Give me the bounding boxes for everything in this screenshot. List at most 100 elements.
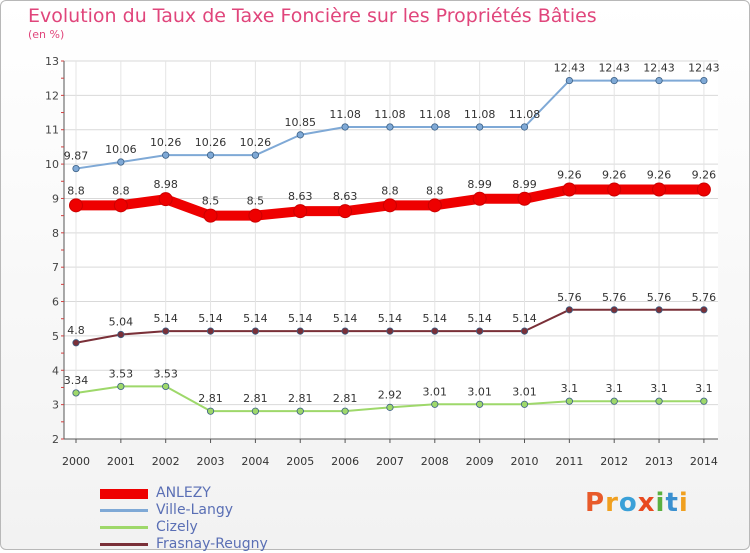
data-label-ville-langy-2003: 10.26	[195, 136, 227, 149]
point-cizely-2007	[386, 403, 394, 411]
point-anlezy-2013	[652, 182, 667, 197]
data-label-frasnay-reugny-2011: 5.76	[557, 291, 582, 304]
data-label-frasnay-reugny-2009: 5.14	[467, 312, 492, 325]
data-label-cizely-2001: 3.53	[109, 367, 134, 380]
y-tick-label-12: 12	[45, 89, 59, 102]
data-label-cizely-2007: 2.92	[378, 388, 403, 401]
logo-letter: x	[637, 488, 656, 518]
point-anlezy-2008	[427, 198, 442, 213]
logo-letter: t	[665, 488, 679, 518]
point-ville-langy-2013	[655, 76, 663, 85]
point-cizely-2010	[520, 400, 529, 408]
data-label-anlezy-2006: 8.63	[333, 190, 358, 203]
data-label-frasnay-reugny-2007: 5.14	[378, 312, 403, 325]
y-tick-label-10: 10	[45, 158, 59, 171]
data-label-ville-langy-2014: 12.43	[688, 62, 720, 75]
x-tick-label-2012: 2012	[600, 455, 628, 468]
data-label-frasnay-reugny-2008: 5.14	[423, 312, 448, 325]
legend-swatch-cizely	[100, 526, 148, 529]
y-tick-label-4: 4	[52, 364, 59, 377]
data-label-cizely-2005: 2.81	[288, 392, 313, 405]
x-tick-label-2001: 2001	[107, 455, 135, 468]
x-tick-label-2004: 2004	[241, 455, 269, 468]
legend-label-ville-langy: Ville-Langy	[156, 502, 234, 518]
data-label-ville-langy-2011: 12.43	[554, 62, 586, 75]
data-label-frasnay-reugny-2003: 5.14	[198, 312, 223, 325]
point-cizely-2014	[700, 397, 708, 405]
data-label-anlezy-2014: 9.26	[692, 169, 717, 182]
point-cizely-2002	[162, 382, 170, 391]
data-label-cizely-2012: 3.1	[605, 382, 623, 395]
data-label-anlezy-2011: 9.26	[557, 169, 582, 182]
data-label-frasnay-reugny-2006: 5.14	[333, 312, 358, 325]
data-label-anlezy-2004: 8.5	[247, 195, 265, 208]
point-ville-langy-2010	[520, 123, 529, 131]
point-cizely-2000	[72, 389, 80, 397]
data-label-cizely-2003: 2.81	[198, 392, 223, 405]
data-label-ville-langy-2007: 11.08	[374, 108, 406, 121]
y-tick-label-9: 9	[52, 192, 59, 205]
data-label-cizely-2008: 3.01	[423, 385, 448, 398]
point-frasnay-reugny-2007	[386, 327, 394, 335]
point-cizely-2001	[117, 382, 125, 391]
point-anlezy-2012	[607, 182, 622, 197]
x-tick-label-2011: 2011	[555, 455, 583, 468]
point-ville-langy-2014	[700, 76, 708, 85]
data-label-ville-langy-2002: 10.26	[150, 136, 182, 149]
point-anlezy-2011	[562, 182, 577, 197]
x-tick-label-2008: 2008	[421, 455, 449, 468]
point-ville-langy-2000	[72, 164, 80, 173]
point-ville-langy-2006	[341, 123, 349, 131]
data-label-anlezy-2013: 9.26	[647, 169, 672, 182]
point-frasnay-reugny-2000	[72, 339, 80, 347]
point-frasnay-reugny-2013	[655, 306, 663, 314]
point-cizely-2009	[476, 400, 484, 408]
point-frasnay-reugny-2004	[251, 327, 259, 335]
point-frasnay-reugny-2008	[431, 327, 439, 335]
data-label-cizely-2013: 3.1	[650, 382, 668, 395]
data-label-anlezy-2007: 8.8	[381, 184, 399, 197]
point-frasnay-reugny-2006	[341, 327, 349, 335]
point-frasnay-reugny-2014	[700, 306, 708, 314]
point-anlezy-2006	[338, 204, 353, 219]
data-label-anlezy-2002: 8.98	[153, 178, 178, 191]
point-cizely-2013	[655, 397, 663, 405]
point-anlezy-2009	[472, 191, 487, 206]
data-label-ville-langy-2010: 11.08	[509, 108, 541, 121]
x-tick-label-2002: 2002	[152, 455, 180, 468]
data-label-frasnay-reugny-2012: 5.76	[602, 291, 627, 304]
data-label-cizely-2002: 3.53	[153, 367, 178, 380]
legend-label-cizely: Cizely	[156, 519, 198, 535]
data-label-ville-langy-2008: 11.08	[419, 108, 451, 121]
logo-letter: i	[678, 488, 689, 518]
data-label-cizely-2004: 2.81	[243, 392, 268, 405]
point-ville-langy-2012	[610, 76, 618, 85]
legend-label-anlezy: ANLEZY	[156, 485, 211, 501]
data-label-ville-langy-2006: 11.08	[329, 108, 361, 121]
point-frasnay-reugny-2010	[520, 327, 529, 335]
point-cizely-2011	[565, 397, 573, 405]
data-label-anlezy-2008: 8.8	[426, 184, 444, 197]
chart-title: Evolution du Taux de Taxe Foncière sur l…	[28, 5, 597, 27]
point-frasnay-reugny-2012	[610, 306, 618, 314]
point-anlezy-2003	[203, 208, 218, 223]
data-label-ville-langy-2001: 10.06	[105, 143, 137, 156]
x-tick-label-2003: 2003	[197, 455, 225, 468]
proxiti-logo: Proxiti	[585, 488, 689, 518]
data-label-anlezy-2010: 8.99	[512, 178, 537, 191]
data-label-frasnay-reugny-2014: 5.76	[692, 291, 717, 304]
y-tick-label-2: 2	[52, 433, 59, 446]
point-frasnay-reugny-2005	[296, 327, 304, 335]
data-label-frasnay-reugny-2004: 5.14	[243, 312, 268, 325]
data-label-anlezy-2005: 8.63	[288, 190, 313, 203]
point-ville-langy-2011	[565, 76, 573, 85]
legend-label-frasnay-reugny: Frasnay-Reugny	[156, 536, 268, 552]
data-label-ville-langy-2013: 12.43	[643, 62, 675, 75]
data-label-ville-langy-2009: 11.08	[464, 108, 496, 121]
point-anlezy-2010	[517, 191, 532, 206]
data-label-anlezy-2009: 8.99	[467, 178, 492, 191]
data-label-anlezy-2003: 8.5	[202, 195, 220, 208]
logo-letter: o	[618, 488, 638, 518]
data-label-frasnay-reugny-2010: 5.14	[512, 312, 537, 325]
point-ville-langy-2008	[431, 123, 439, 131]
